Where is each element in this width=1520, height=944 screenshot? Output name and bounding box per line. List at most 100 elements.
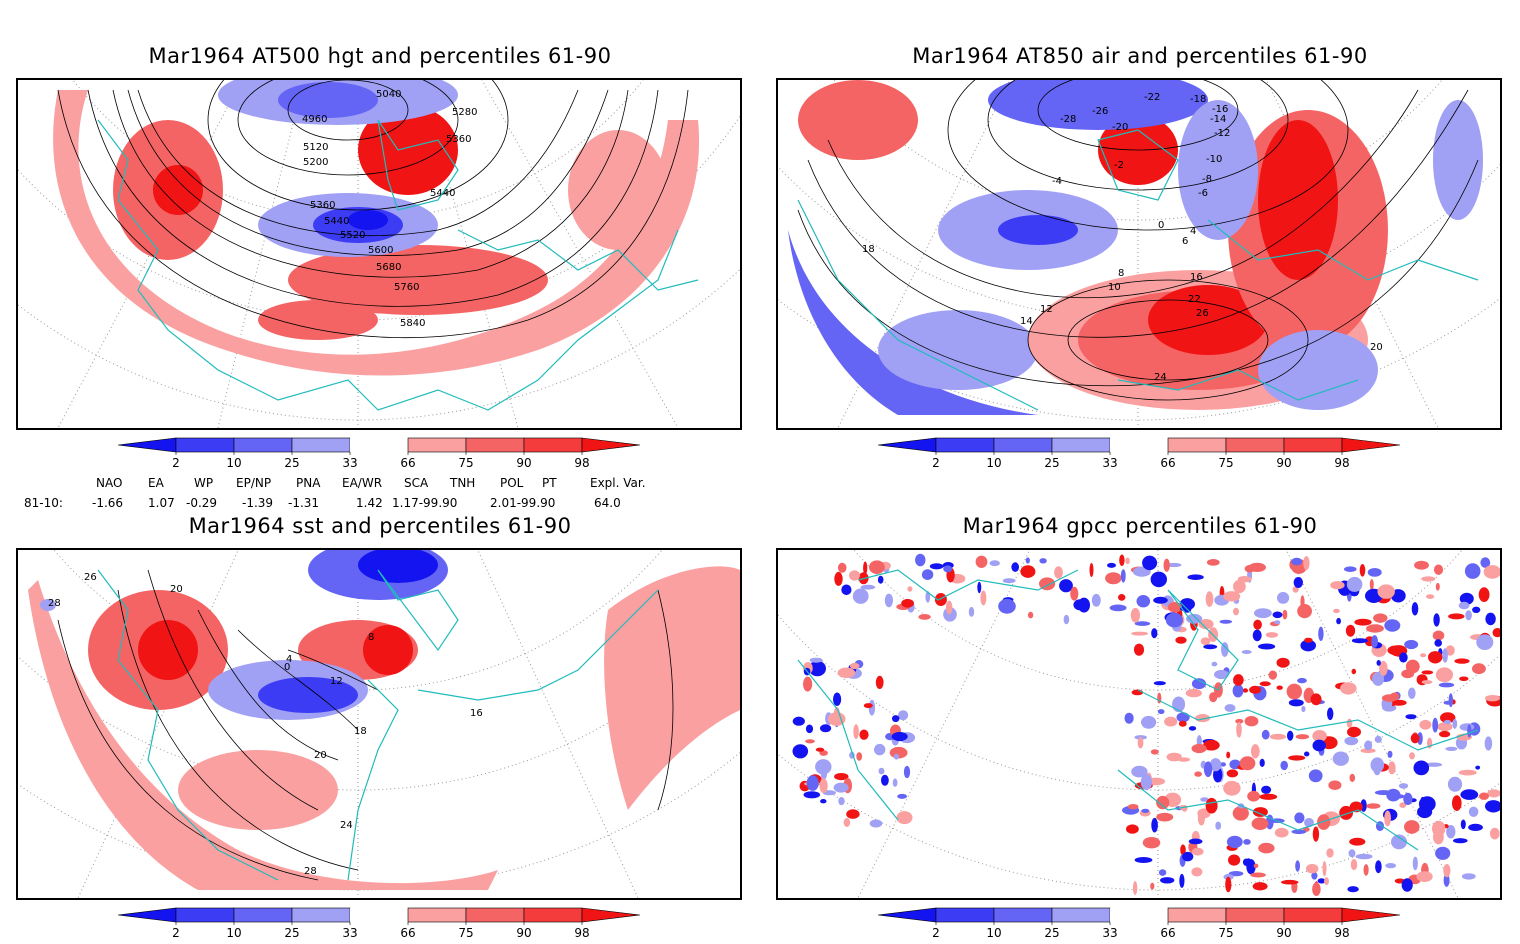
contour-label: 20	[1370, 342, 1383, 353]
contour-label: 5760	[394, 282, 419, 293]
contour-label: 20	[314, 750, 327, 761]
precip-anomaly-patch	[1226, 751, 1231, 759]
colorbar-arrow-high	[1341, 437, 1401, 453]
precip-anomaly-patch	[1387, 645, 1406, 656]
colorbar-label: 75	[458, 456, 473, 470]
precip-anomaly-patch	[1294, 812, 1305, 824]
precip-anomaly-patch	[1484, 695, 1500, 702]
precip-anomaly-patch	[1109, 604, 1127, 612]
contour-label: 26	[84, 572, 97, 583]
colorbar-label: 10	[226, 926, 241, 940]
precip-anomaly-patch	[1141, 808, 1150, 813]
precip-anomaly-patch	[1134, 621, 1151, 626]
precip-anomaly-patch	[1374, 790, 1393, 796]
precip-anomaly-patch	[1247, 790, 1260, 802]
colorbar-label: 33	[342, 926, 357, 940]
precip-anomaly-patch	[1142, 555, 1158, 571]
colorbar-label: 75	[458, 926, 473, 940]
colorbar-label: 66	[400, 456, 415, 470]
precip-anomaly-patch	[1379, 661, 1388, 676]
panel-title-gpcc: Mar1964 gpcc percentiles 61-90	[962, 514, 1318, 538]
precip-anomaly-patch	[1002, 578, 1016, 584]
precip-anomaly-patch	[1287, 730, 1294, 741]
contour-label: 22	[1188, 294, 1201, 305]
precip-anomaly-patch	[834, 571, 843, 586]
colorbar-segment	[465, 437, 525, 453]
contour-label: -6	[1198, 188, 1208, 199]
precip-anomaly-patch	[901, 598, 914, 608]
map-hgt500: 5040 4960 5120 5200 5280 5360 5440 5360 …	[16, 78, 742, 430]
precip-anomaly-patch	[1200, 797, 1209, 802]
colorbar-label: 33	[1102, 456, 1117, 470]
precip-anomaly-patch	[1348, 849, 1356, 858]
contour-label: 6	[1182, 236, 1188, 247]
contour-label: 0	[1158, 220, 1164, 231]
precip-anomaly-patch	[1157, 709, 1165, 715]
index-header: SCA	[404, 476, 429, 490]
precip-anomaly-patch	[806, 775, 819, 791]
precip-anomaly-patch	[1304, 751, 1310, 757]
precip-anomaly-patch	[1346, 718, 1353, 728]
precip-anomaly-patch	[1391, 834, 1407, 850]
precip-anomaly-patch	[1350, 859, 1358, 871]
precip-anomaly-patch	[1258, 842, 1275, 854]
contour-label: 10	[1108, 282, 1121, 293]
precip-anomaly-patch	[1133, 643, 1145, 656]
colorbar-segment	[935, 437, 995, 453]
coastlines	[97, 569, 659, 881]
map-sst-canvas: 28 26 20 0 4 8 12 16 18 20 24 28	[18, 550, 740, 898]
precip-anomaly-patch	[1312, 730, 1327, 742]
colorbar-segment	[993, 437, 1053, 453]
contour-label: -20	[1112, 122, 1128, 133]
contour-labels: -28 -26 -22 -20 -18 -16 -14 -12 -10 -8 -…	[862, 92, 1383, 383]
precip-anomaly-patch	[1366, 803, 1381, 809]
precip-anomaly-patch	[833, 692, 842, 706]
precip-anomaly-patch	[1073, 599, 1087, 611]
precip-anomaly-patch	[1460, 789, 1479, 800]
precip-anomaly-patch	[1420, 653, 1427, 658]
precip-anomaly-patch	[1127, 804, 1139, 810]
precip-anomaly-patch	[1187, 574, 1204, 580]
colorbar-segment	[523, 437, 583, 453]
colorbar-label: 90	[1276, 926, 1291, 940]
precip-anomaly-patch	[1027, 611, 1034, 619]
index-header: NAO	[96, 476, 123, 490]
precip-anomaly-patch	[1251, 817, 1269, 830]
precip-anomaly-patch	[1373, 765, 1381, 776]
precip-anomaly-patch	[803, 791, 821, 799]
precip-anomaly-patch	[834, 773, 849, 781]
precip-anomaly-patch	[1478, 587, 1490, 602]
colorbar-segment	[407, 907, 467, 923]
colorbar-label: 2	[932, 456, 940, 470]
precip-anomaly-patch	[877, 575, 884, 584]
precip-anomaly-patch	[1377, 584, 1395, 599]
precip-anomaly-patch	[1345, 624, 1356, 637]
precip-anomaly-patch	[815, 759, 832, 775]
precip-anomaly-patch	[998, 598, 1016, 614]
precip-anomaly-patch	[1274, 827, 1289, 838]
precip-anomaly-patch	[1461, 873, 1476, 880]
precip-anomaly-patch	[1166, 562, 1182, 568]
precip-anomaly-patch	[1185, 688, 1202, 698]
precip-anomaly-patch	[1288, 699, 1304, 707]
index-header: EA	[148, 476, 164, 490]
precip-anomaly-patch	[1214, 669, 1229, 680]
precip-anomaly-patch	[1244, 565, 1255, 573]
precip-anomaly-patch	[1445, 645, 1455, 656]
precip-anomaly-patch	[1375, 860, 1382, 874]
precip-anomaly-patch	[1452, 795, 1462, 811]
precip-anomaly-patch	[1454, 658, 1470, 664]
precip-anomaly-patch	[1354, 618, 1372, 626]
precip-anomaly-patch	[1468, 823, 1483, 831]
index-row-label: 81-10:	[24, 496, 63, 510]
precip-anomaly-patch	[1414, 560, 1429, 570]
precip-anomaly-patch	[1197, 810, 1205, 826]
precip-anomaly-patch	[1367, 568, 1382, 577]
colorbar-label: 90	[516, 456, 531, 470]
precip-anomaly-patch	[1252, 882, 1268, 891]
precip-anomaly-patch	[838, 797, 845, 806]
index-header: Expl. Var.	[590, 476, 646, 490]
precip-anomaly-patch	[1339, 805, 1353, 820]
precip-anomaly-patch	[881, 774, 889, 786]
contour-label: -26	[1092, 106, 1108, 117]
